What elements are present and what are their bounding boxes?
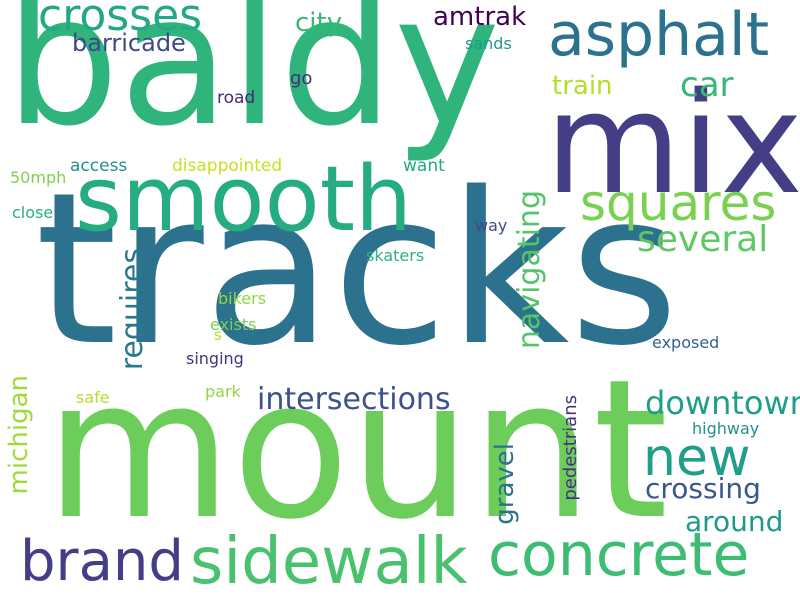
word-road: road bbox=[217, 88, 256, 108]
word-brand: brand bbox=[20, 529, 184, 594]
word-tracks: tracks bbox=[35, 147, 679, 392]
word-skaters: skaters bbox=[366, 246, 425, 265]
word-pedestrians: pedestrians bbox=[560, 395, 581, 501]
word-requires: requires bbox=[115, 248, 150, 371]
word-exists: exists bbox=[210, 315, 257, 334]
word-s: s bbox=[214, 326, 222, 344]
word-intersections: intersections bbox=[257, 382, 451, 417]
word-disappointed: disappointed bbox=[172, 156, 283, 176]
word-close: close bbox=[12, 203, 54, 222]
word-baldy: baldy bbox=[5, 0, 501, 166]
word-train: train bbox=[552, 71, 613, 101]
word-concrete: concrete bbox=[488, 520, 750, 590]
word-way: way bbox=[475, 216, 508, 235]
word-access: access bbox=[70, 156, 128, 176]
word-bikers: bikers bbox=[218, 289, 267, 308]
word-crosses: crosses bbox=[38, 0, 203, 41]
word-several: several bbox=[637, 219, 769, 260]
word-crossing: crossing bbox=[645, 472, 761, 505]
word-squares: squares bbox=[580, 174, 777, 232]
word-city: city bbox=[295, 8, 343, 38]
word-amtrak: amtrak bbox=[433, 2, 527, 32]
word-50mph: 50mph bbox=[10, 168, 67, 187]
word-gravel: gravel bbox=[490, 443, 520, 525]
word-safe: safe bbox=[76, 388, 110, 407]
word-sands: sands bbox=[465, 34, 512, 53]
word-around: around bbox=[685, 505, 784, 538]
word-car: car bbox=[680, 65, 734, 105]
word-exposed: exposed bbox=[652, 333, 720, 352]
word-new: new bbox=[643, 428, 751, 488]
word-want: want bbox=[403, 156, 445, 176]
word-highway: highway bbox=[692, 419, 760, 438]
word-mix: mix bbox=[545, 63, 800, 226]
word-navigating: navigating bbox=[512, 190, 547, 350]
word-michigan: michigan bbox=[4, 375, 34, 495]
word-mount: mount bbox=[45, 339, 669, 562]
word-park: park bbox=[205, 382, 241, 401]
word-barricade: barricade bbox=[72, 29, 186, 57]
word-singing: singing bbox=[186, 349, 244, 368]
word-downtown: downtown bbox=[645, 384, 800, 422]
word-smooth: smooth bbox=[75, 147, 413, 252]
word-asphalt: asphalt bbox=[548, 0, 770, 70]
word-go: go bbox=[290, 68, 313, 89]
word-sidewalk: sidewalk bbox=[190, 525, 468, 599]
